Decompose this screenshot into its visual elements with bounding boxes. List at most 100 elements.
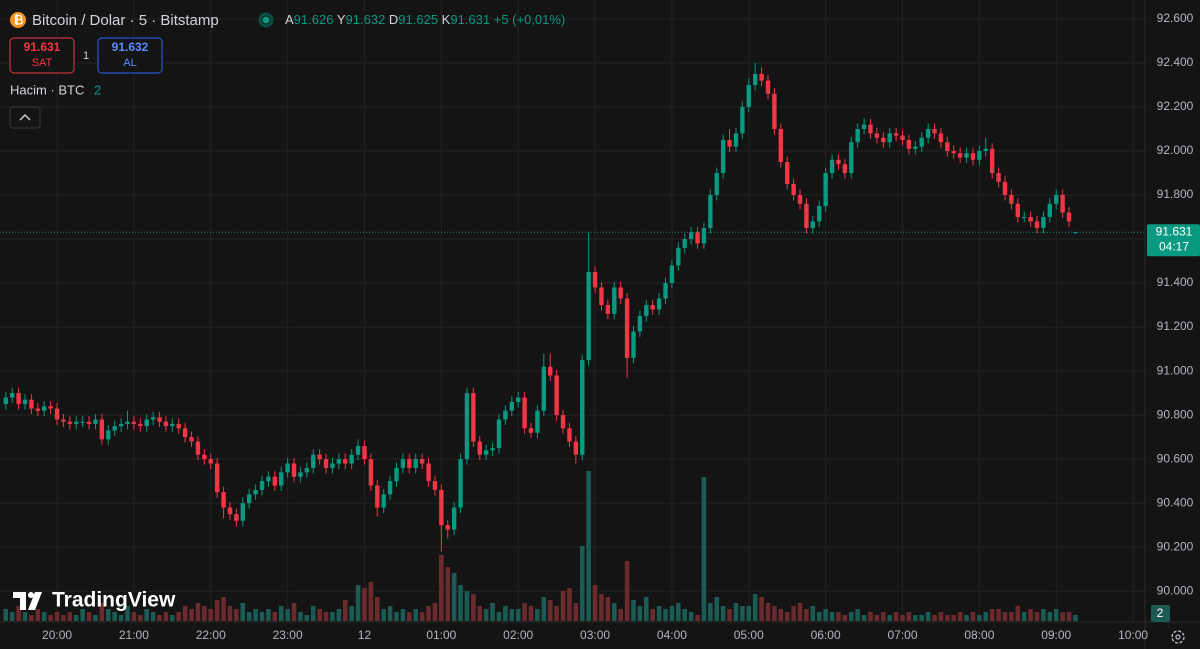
y-tick-label: 90.400 [1157, 495, 1194, 509]
volume-bar [515, 609, 521, 621]
candle-body [785, 161, 790, 185]
volume-bar [579, 546, 585, 621]
sell-price[interactable]: 91.631 [24, 40, 61, 54]
volume-bar [1060, 612, 1065, 621]
candle-body [246, 494, 252, 504]
candle-body [176, 423, 181, 429]
symbol-title[interactable]: Bitcoin / Dolar · 5 · Bitstamp [32, 12, 219, 29]
candle-body [503, 410, 508, 420]
settings-icon-core[interactable] [1175, 634, 1181, 640]
volume-bar [893, 612, 899, 621]
volume-bar [637, 606, 643, 621]
candle-body [599, 287, 604, 306]
collapse-icon[interactable] [19, 114, 31, 121]
candle-body [67, 421, 73, 424]
volume-badge [1151, 605, 1170, 622]
settings-button[interactable] [1171, 630, 1185, 644]
volume-bar [759, 597, 764, 621]
candle-body [93, 419, 98, 424]
volume-bar [1073, 615, 1078, 621]
volume-bar [541, 597, 547, 621]
volume-bar [413, 609, 419, 621]
volume-bar [22, 612, 28, 621]
market-status [258, 12, 274, 28]
buy-price[interactable]: 91.632 [112, 40, 149, 54]
volume-bar [253, 609, 258, 621]
volume-bar [105, 609, 111, 621]
x-tick-label: 08:00 [964, 628, 994, 642]
volume-bar [823, 609, 828, 621]
candle-body [3, 397, 8, 405]
candle-body [150, 417, 156, 420]
collapse-button[interactable] [9, 106, 41, 129]
sell-button[interactable]: 91.631 SAT [9, 37, 75, 74]
y-tick-label: 92.400 [1157, 55, 1194, 69]
buy-button-frame[interactable] [97, 37, 163, 74]
candle-body [605, 305, 611, 314]
volume-bar [131, 612, 137, 621]
candle-body [118, 423, 124, 427]
volume-bar [983, 612, 989, 621]
candle-body [881, 137, 886, 143]
collapse-button-frame[interactable] [9, 106, 41, 129]
logo-text: TradingView [52, 589, 176, 612]
candle-body [714, 172, 719, 196]
candle-body [54, 408, 60, 420]
candle-body [861, 124, 867, 129]
sell-label[interactable]: SAT [32, 57, 53, 69]
x-tick-label: 22:00 [196, 628, 226, 642]
volume-bar [919, 615, 925, 621]
candle-body [746, 84, 751, 107]
volume-bar [368, 582, 374, 621]
candle-body [708, 195, 713, 229]
candle-body [989, 148, 995, 173]
volume-bar [214, 600, 220, 621]
volume-bar [35, 609, 41, 621]
candle-body [1066, 212, 1072, 222]
candle-body [1054, 195, 1059, 204]
candle-body [887, 133, 892, 143]
volume-bar [688, 612, 694, 621]
candle-body [1009, 195, 1014, 204]
settings-icon[interactable] [1171, 630, 1185, 644]
candle-body [688, 232, 694, 240]
volume-bar [1009, 612, 1014, 621]
x-tick-label: 07:00 [887, 628, 917, 642]
order-quantity[interactable]: 1 [83, 50, 89, 62]
volume-bar [618, 609, 623, 621]
candle-body [464, 393, 470, 460]
candle-body [874, 133, 880, 138]
volume-bar [932, 615, 937, 621]
candle-body [945, 142, 950, 151]
volume-bar [842, 615, 848, 621]
candle-body [644, 305, 649, 317]
sell-button-frame[interactable] [9, 37, 75, 74]
candle-body [304, 467, 310, 473]
y-tick-label: 92.600 [1157, 11, 1194, 25]
volume-bar [701, 477, 707, 621]
candle-body [1021, 217, 1027, 219]
candle-body [554, 375, 559, 416]
volume-bar [458, 585, 463, 621]
buy-button[interactable]: 91.632 AL [97, 37, 163, 74]
axes: 90.000 90.200 90.400 90.600 90.800 91.000 91.2… [42, 11, 1200, 642]
volume-bar [573, 603, 579, 621]
volume-bar [138, 615, 143, 621]
candle-body [1041, 217, 1046, 229]
candle-body [279, 472, 284, 486]
candle-body [439, 489, 444, 526]
volume-bar [631, 600, 636, 621]
candle-body [10, 393, 15, 398]
y-tick-label: 91.800 [1157, 187, 1194, 201]
candle-body [1047, 203, 1053, 218]
candle-body [516, 397, 521, 402]
x-tick-label: 05:00 [734, 628, 764, 642]
volume-bar [208, 609, 214, 621]
buy-label[interactable]: AL [123, 57, 136, 69]
candle-body [855, 128, 860, 143]
ohlc-key: K [442, 12, 451, 27]
grid [0, 0, 1145, 622]
logo-mark [13, 592, 26, 610]
candle-body [451, 507, 457, 530]
volume-bar [913, 615, 918, 621]
